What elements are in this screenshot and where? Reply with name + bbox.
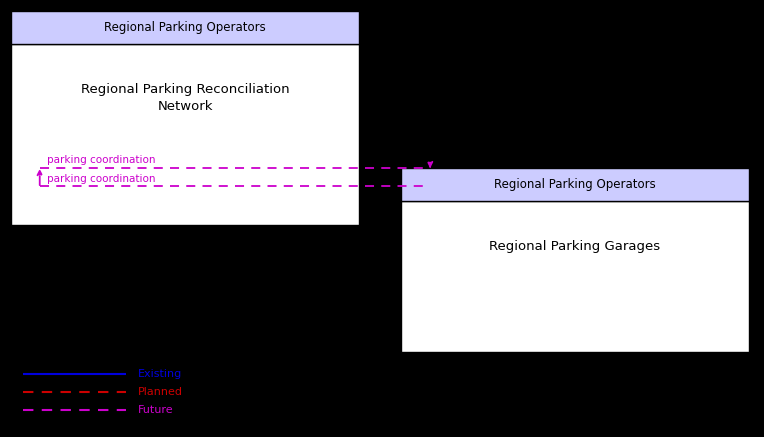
- Text: Planned: Planned: [138, 387, 183, 397]
- Bar: [401, 201, 749, 352]
- Text: Future: Future: [138, 406, 173, 415]
- Bar: [11, 11, 359, 44]
- Text: Regional Parking Garages: Regional Parking Garages: [490, 240, 660, 253]
- Text: Existing: Existing: [138, 369, 182, 378]
- Text: Regional Parking Operators: Regional Parking Operators: [494, 178, 656, 191]
- Text: parking coordination: parking coordination: [47, 155, 156, 165]
- Bar: [11, 44, 359, 225]
- Text: Regional Parking Operators: Regional Parking Operators: [105, 21, 266, 34]
- Text: parking coordination: parking coordination: [47, 173, 156, 184]
- Bar: [401, 168, 749, 201]
- Text: Regional Parking Reconciliation
Network: Regional Parking Reconciliation Network: [81, 83, 290, 113]
